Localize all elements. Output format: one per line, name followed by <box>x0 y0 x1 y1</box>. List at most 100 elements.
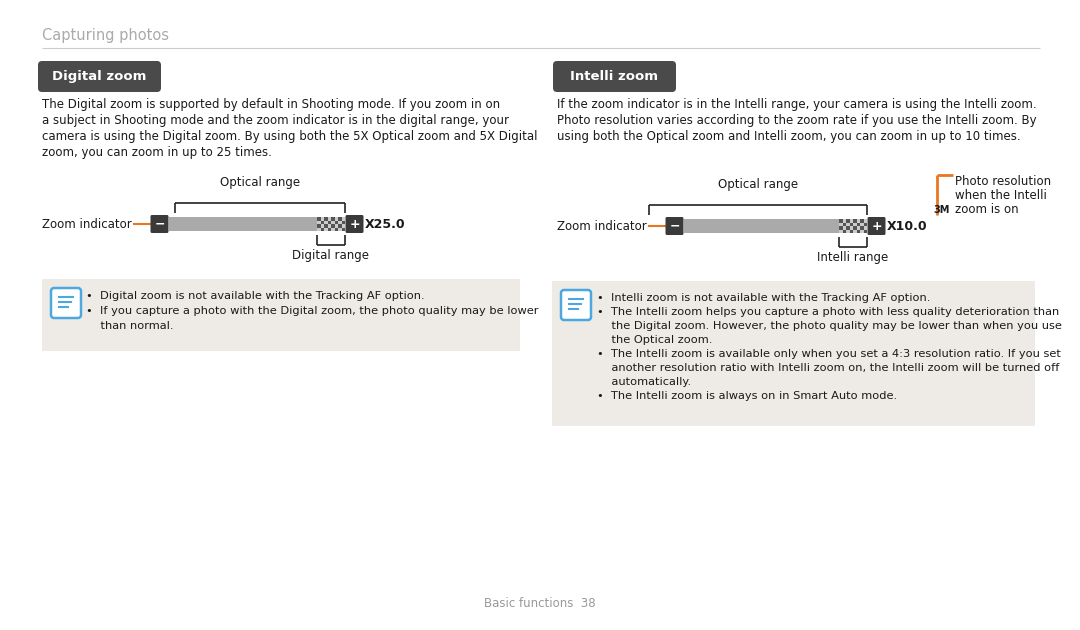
Text: automatically.: automatically. <box>597 377 691 387</box>
Text: •  The Intelli zoom is available only when you set a 4:3 resolution ratio. If yo: • The Intelli zoom is available only whe… <box>597 349 1061 359</box>
Text: Intelli range: Intelli range <box>818 251 889 264</box>
Bar <box>856 222 860 226</box>
Bar <box>839 219 842 222</box>
Bar <box>338 217 341 220</box>
Text: If the zoom indicator is in the Intelli range, your camera is using the Intelli : If the zoom indicator is in the Intelli … <box>557 98 1037 111</box>
Bar <box>856 219 860 222</box>
Bar <box>335 224 338 227</box>
Bar <box>846 219 850 222</box>
Bar <box>335 227 338 231</box>
Text: a subject in Shooting mode and the zoom indicator is in the digital range, your: a subject in Shooting mode and the zoom … <box>42 114 509 127</box>
Bar <box>341 224 345 227</box>
Text: Digital range: Digital range <box>293 249 369 262</box>
Text: Basic functions  38: Basic functions 38 <box>484 597 596 610</box>
Bar <box>341 217 345 220</box>
Bar <box>860 222 864 226</box>
Text: Zoom indicator: Zoom indicator <box>557 219 647 232</box>
Text: using both the Optical zoom and Intelli zoom, you can zoom in up to 10 times.: using both the Optical zoom and Intelli … <box>557 130 1021 143</box>
Bar <box>846 229 850 233</box>
Text: than normal.: than normal. <box>86 321 174 331</box>
Bar <box>552 281 1035 426</box>
Text: Photo resolution varies according to the zoom rate if you use the Intelli zoom. : Photo resolution varies according to the… <box>557 114 1037 127</box>
Bar <box>842 222 846 226</box>
Bar <box>327 227 330 231</box>
Text: +: + <box>349 217 360 231</box>
Text: when the Intelli: when the Intelli <box>955 189 1047 202</box>
Text: the Optical zoom.: the Optical zoom. <box>597 335 713 345</box>
Bar <box>321 224 324 227</box>
Bar <box>839 226 842 229</box>
Bar <box>327 224 330 227</box>
Bar <box>860 226 864 229</box>
FancyBboxPatch shape <box>38 61 161 92</box>
FancyBboxPatch shape <box>561 290 591 320</box>
Bar <box>321 220 324 224</box>
Bar <box>335 217 338 220</box>
Text: −: − <box>154 217 165 231</box>
Bar <box>341 227 345 231</box>
Text: The Digital zoom is supported by default in Shooting mode. If you zoom in on: The Digital zoom is supported by default… <box>42 98 500 111</box>
Text: another resolution ratio with Intelli zoom on, the Intelli zoom will be turned o: another resolution ratio with Intelli zo… <box>597 363 1059 373</box>
Text: 3M: 3M <box>933 205 949 215</box>
FancyBboxPatch shape <box>150 215 168 233</box>
FancyBboxPatch shape <box>346 215 364 233</box>
Bar <box>321 227 324 231</box>
Bar <box>324 220 327 224</box>
Bar <box>853 222 856 226</box>
Bar <box>42 279 519 351</box>
Text: Zoom indicator: Zoom indicator <box>42 217 132 231</box>
Bar <box>321 217 324 220</box>
Bar <box>839 229 842 233</box>
Bar <box>839 222 842 226</box>
Text: +: + <box>872 219 881 232</box>
Bar <box>853 226 856 229</box>
Text: Digital zoom: Digital zoom <box>52 70 147 83</box>
Bar <box>341 220 345 224</box>
Bar <box>864 229 867 233</box>
Bar <box>842 229 846 233</box>
Text: •  The Intelli zoom helps you capture a photo with less quality deterioration th: • The Intelli zoom helps you capture a p… <box>597 307 1059 317</box>
Bar <box>856 226 860 229</box>
Bar <box>318 227 321 231</box>
Bar <box>846 222 850 226</box>
Bar <box>864 219 867 222</box>
Text: Capturing photos: Capturing photos <box>42 28 168 43</box>
Text: •  The Intelli zoom is always on in Smart Auto mode.: • The Intelli zoom is always on in Smart… <box>597 391 897 401</box>
Bar <box>330 227 335 231</box>
Bar <box>853 229 856 233</box>
Bar <box>864 226 867 229</box>
Bar <box>327 220 330 224</box>
Bar <box>850 226 853 229</box>
Bar <box>168 217 318 231</box>
Text: the Digital zoom. However, the photo quality may be lower than when you use: the Digital zoom. However, the photo qua… <box>597 321 1062 331</box>
Bar <box>324 217 327 220</box>
Bar <box>327 217 330 220</box>
Bar <box>318 220 321 224</box>
Bar <box>850 222 853 226</box>
Text: zoom, you can zoom in up to 25 times.: zoom, you can zoom in up to 25 times. <box>42 146 272 159</box>
Bar <box>318 217 321 220</box>
Text: •  If you capture a photo with the Digital zoom, the photo quality may be lower: • If you capture a photo with the Digita… <box>86 306 539 316</box>
Text: −: − <box>670 219 679 232</box>
Text: Optical range: Optical range <box>718 178 798 191</box>
Bar <box>335 220 338 224</box>
Bar <box>850 219 853 222</box>
Text: •  Digital zoom is not available with the Tracking AF option.: • Digital zoom is not available with the… <box>86 291 424 301</box>
Bar <box>330 220 335 224</box>
Bar <box>330 217 335 220</box>
FancyBboxPatch shape <box>665 217 684 235</box>
Text: Optical range: Optical range <box>220 176 300 189</box>
Text: Photo resolution: Photo resolution <box>955 175 1051 188</box>
Bar <box>864 222 867 226</box>
Bar <box>860 229 864 233</box>
Bar <box>318 224 321 227</box>
Bar <box>850 229 853 233</box>
Text: X10.0: X10.0 <box>887 219 928 232</box>
Text: X25.0: X25.0 <box>365 217 406 231</box>
FancyBboxPatch shape <box>553 61 676 92</box>
Bar <box>853 219 856 222</box>
Bar <box>338 227 341 231</box>
Text: camera is using the Digital zoom. By using both the 5X Optical zoom and 5X Digit: camera is using the Digital zoom. By usi… <box>42 130 538 143</box>
Bar <box>338 224 341 227</box>
FancyBboxPatch shape <box>867 217 886 235</box>
